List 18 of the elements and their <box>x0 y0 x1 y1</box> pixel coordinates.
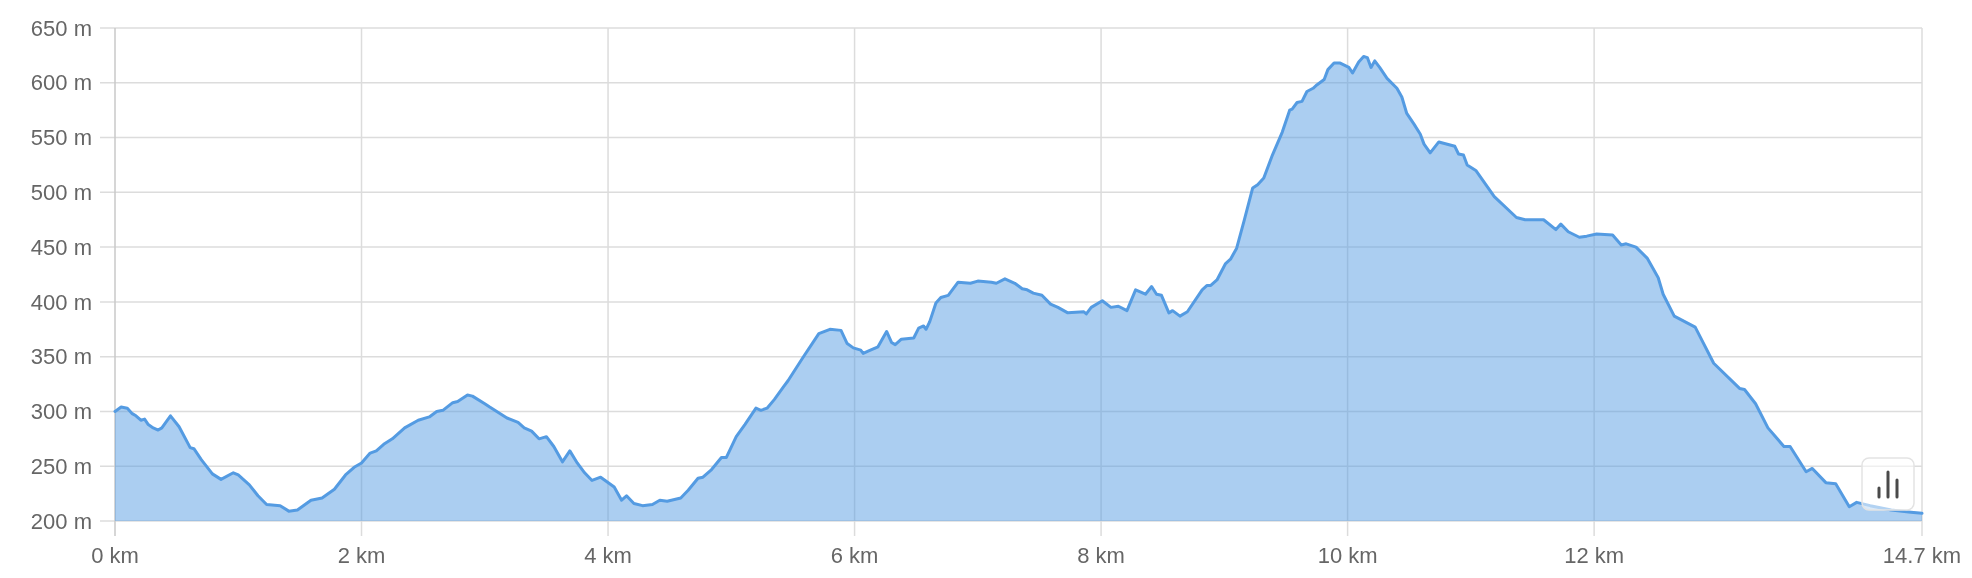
y-tick-label: 200 m <box>30 508 92 534</box>
y-tick-label: 450 m <box>30 234 92 260</box>
y-tick-label: 250 m <box>30 453 92 479</box>
y-tick-label: 600 m <box>30 70 92 96</box>
y-tick-label: 400 m <box>30 289 92 315</box>
y-tick-label: 350 m <box>30 344 92 370</box>
y-tick-label: 500 m <box>30 180 92 206</box>
x-tick-label: 10 km <box>1317 543 1378 568</box>
x-tick-label: 6 km <box>830 543 879 568</box>
x-tick-label: 8 km <box>1077 543 1125 568</box>
x-tick-label: 4 km <box>584 543 632 568</box>
x-tick-label: 0 km <box>91 543 139 568</box>
x-tick-label: 12 km <box>1564 543 1625 568</box>
y-tick-label: 650 m <box>30 15 92 41</box>
x-tick-label: 2 km <box>337 543 386 568</box>
y-tick-label: 550 m <box>30 125 92 151</box>
y-tick-label: 300 m <box>30 399 92 425</box>
x-tick-label: 14.7 km <box>1882 543 1962 568</box>
